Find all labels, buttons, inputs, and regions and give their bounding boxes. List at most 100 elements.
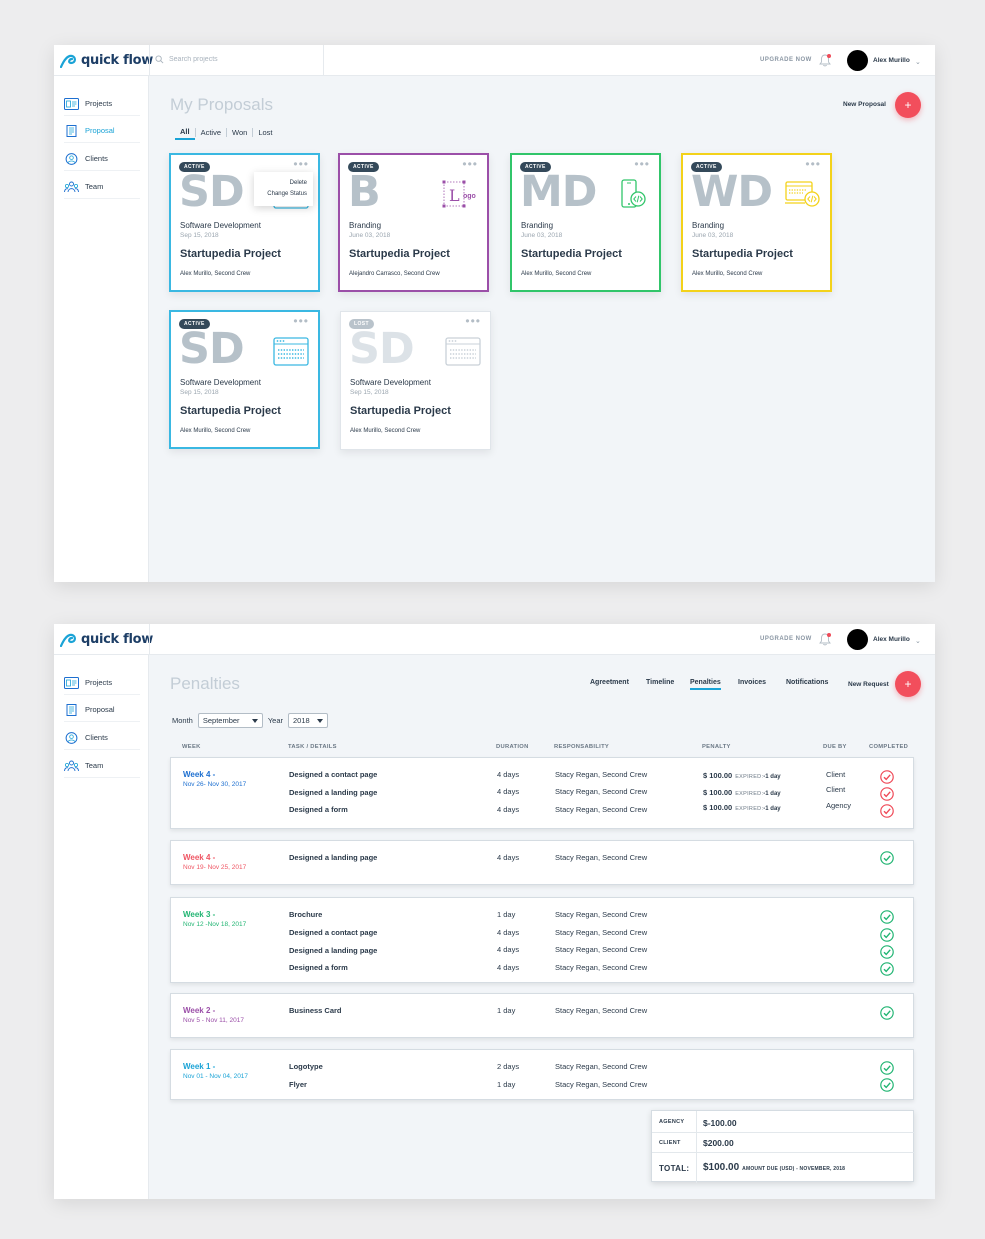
proposal-card[interactable]: ACTIVE ••• SD Software Development Sep 1… [169,310,320,449]
app-name: quick flow [81,53,153,68]
new-proposal-label[interactable]: New Proposal [843,101,886,108]
task-duration: 1 day [497,910,516,919]
month-select[interactable]: September [197,713,263,728]
more-options-icon[interactable]: ••• [634,157,650,171]
task-duration: 1 day [497,1006,516,1015]
status-badge: LOST [349,319,374,329]
completed-check-icon[interactable] [880,1061,894,1075]
failed-check-icon[interactable] [880,787,894,801]
sidebar-item-proposal[interactable]: Proposal [64,119,140,143]
more-options-icon[interactable]: ••• [465,314,481,328]
tab-label[interactable]: Timeline [646,679,675,686]
completed-check-icon[interactable] [880,1006,894,1020]
upgrade-now-link[interactable]: UPGRADE NOW [760,636,812,642]
notification-bell-icon[interactable] [819,633,831,646]
completed-check-icon[interactable] [880,962,894,976]
filter-all[interactable]: All [175,127,195,140]
card-date: Sep 15, 2018 [180,232,219,239]
card-category: Branding [521,221,554,230]
sidebar-item-team[interactable]: Team [64,754,140,778]
sidebar-item-projects[interactable]: Projects [64,671,140,695]
filter-active[interactable]: Active [200,127,222,137]
avatar[interactable] [847,50,868,71]
user-name[interactable]: Alex Murillo [873,636,910,643]
week-dates: Nov 26- Nov 30, 2017 [183,781,247,788]
proposal-card[interactable]: ACTIVE ••• B L ogo Branding June 03, 201… [338,153,489,292]
status-badge: ACTIVE [179,162,210,172]
change-status-menu-item[interactable]: Change Status [267,191,307,197]
filter-lost[interactable]: Lost [258,127,273,137]
chevron-down-icon[interactable]: ⌄ [915,59,921,66]
completed-check-icon[interactable] [880,945,894,959]
sidebar-item-team[interactable]: Team [64,175,140,199]
tab-label[interactable]: Penalties [690,679,721,690]
search-input[interactable] [169,56,309,63]
tab-label[interactable]: Agreetment [590,679,629,686]
task-responsibility: Stacy Regan, Second Crew [555,805,648,814]
card-category: Software Development [180,378,261,387]
top-bar: quick flow UPGRADE NOW Alex Murillo ⌄ [54,45,935,76]
sidebar: Projects Proposal Clients Team [54,76,149,582]
proposal-card[interactable]: ACTIVE ••• WD Branding June 03, 2018 Sta… [681,153,832,292]
week-dates: Nov 01 - Nov 04, 2017 [183,1073,249,1080]
sidebar-item-clients[interactable]: Clients [64,726,140,750]
failed-check-icon[interactable] [880,770,894,784]
more-options-icon[interactable]: ••• [462,157,478,171]
expired-label: EXPIRED: [735,791,764,797]
more-options-icon[interactable]: ••• [293,314,309,328]
chevron-down-icon[interactable]: ⌄ [915,638,921,645]
search-box[interactable] [155,55,309,64]
divider [226,127,228,137]
completed-check-icon[interactable] [880,928,894,942]
tab-penalties[interactable]: Penalties [690,679,721,690]
mobile-dev-icon [621,179,646,208]
card-category: Branding [692,221,725,230]
week-group: Week 2 - Nov 5 - Nov 11, 2017 Business C… [170,993,914,1038]
more-options-icon[interactable]: ••• [293,157,309,171]
notification-bell-icon[interactable] [819,54,831,67]
sidebar-item-projects[interactable]: Projects [64,92,140,116]
completed-check-icon[interactable] [880,910,894,924]
proposal-icon [66,703,77,716]
tab-invoices[interactable]: Invoices [738,679,766,686]
new-request-label[interactable]: New Request [848,681,889,688]
completed-check-icon[interactable] [880,1078,894,1092]
new-request-button[interactable]: + [895,671,921,697]
card-context-menu: Delete Change Status [254,172,313,206]
divider [149,624,150,655]
tab-agreement[interactable]: Agreetment [590,679,629,686]
task-name: Designed a form [289,963,348,972]
month-label: Month [172,716,193,725]
logo-design-icon: L ogo [442,180,476,208]
more-options-icon[interactable]: ••• [805,157,821,171]
proposal-card[interactable]: ACTIVE ••• SD Delete Change Status Softw… [169,153,320,292]
sidebar: Projects Proposal Clients Team [54,655,149,1199]
task-name: Designed a form [289,805,348,814]
upgrade-now-link[interactable]: UPGRADE NOW [760,57,812,63]
task-duration: 4 days [497,945,520,954]
completed-check-icon[interactable] [880,851,894,865]
card-initials: SD [179,324,245,374]
sidebar-item-clients[interactable]: Clients [64,147,140,171]
tab-label[interactable]: Notifications [786,679,829,686]
tab-label[interactable]: Invoices [738,679,767,686]
logo-wave-icon [60,633,76,647]
week-dates: Nov 12 -Nov 18, 2017 [183,921,247,928]
failed-check-icon[interactable] [880,804,894,818]
proposal-card[interactable]: ACTIVE ••• MD Branding June 03, 2018 Sta… [510,153,661,292]
sidebar-item-proposal[interactable]: Proposal [64,698,140,722]
tab-notifications[interactable]: Notifications [786,679,828,686]
card-category: Software Development [180,221,261,230]
tab-timeline[interactable]: Timeline [646,679,674,686]
new-proposal-button[interactable]: + [895,92,921,118]
avatar[interactable] [847,629,868,650]
app-logo[interactable]: quick flow [60,53,153,68]
task-name: Business Card [289,1006,342,1015]
filter-won[interactable]: Won [232,127,248,137]
delete-menu-item[interactable]: Delete [289,180,307,186]
proposal-card[interactable]: LOST ••• SD Software Development Sep 15,… [340,311,491,450]
user-name[interactable]: Alex Murillo [873,57,910,64]
year-select[interactable]: 2018 [288,713,329,728]
app-logo[interactable]: quick flow [60,632,153,647]
team-icon [64,760,79,771]
